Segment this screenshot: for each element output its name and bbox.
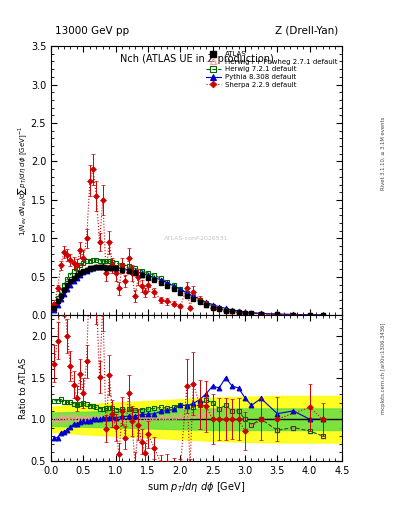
Text: Z (Drell-Yan): Z (Drell-Yan) bbox=[275, 26, 338, 36]
Text: Rivet 3.1.10, ≥ 3.1M events: Rivet 3.1.10, ≥ 3.1M events bbox=[381, 117, 386, 190]
Y-axis label: Ratio to ATLAS: Ratio to ATLAS bbox=[19, 357, 28, 419]
Text: Nch (ATLAS UE in Z production): Nch (ATLAS UE in Z production) bbox=[119, 54, 274, 64]
Text: 13000 GeV pp: 13000 GeV pp bbox=[55, 26, 129, 36]
X-axis label: sum $p_T/d\eta\ d\phi$ [GeV]: sum $p_T/d\eta\ d\phi$ [GeV] bbox=[147, 480, 246, 494]
Text: mcplots.cern.ch [arXiv:1306.3436]: mcplots.cern.ch [arXiv:1306.3436] bbox=[381, 323, 386, 414]
Legend: ATLAS, Herwig++ Powheg 2.7.1 default, Herwig 7.2.1 default, Pythia 8.308 default: ATLAS, Herwig++ Powheg 2.7.1 default, He… bbox=[204, 50, 338, 89]
Y-axis label: $1/N_{ev}\ dN_{ev}/d\!\sum p_T/d\eta\ d\phi\ \mathrm{[GeV]}^{-1}$: $1/N_{ev}\ dN_{ev}/d\!\sum p_T/d\eta\ d\… bbox=[17, 126, 29, 236]
Text: ATLAS-conf-2026531: ATLAS-conf-2026531 bbox=[164, 236, 229, 241]
